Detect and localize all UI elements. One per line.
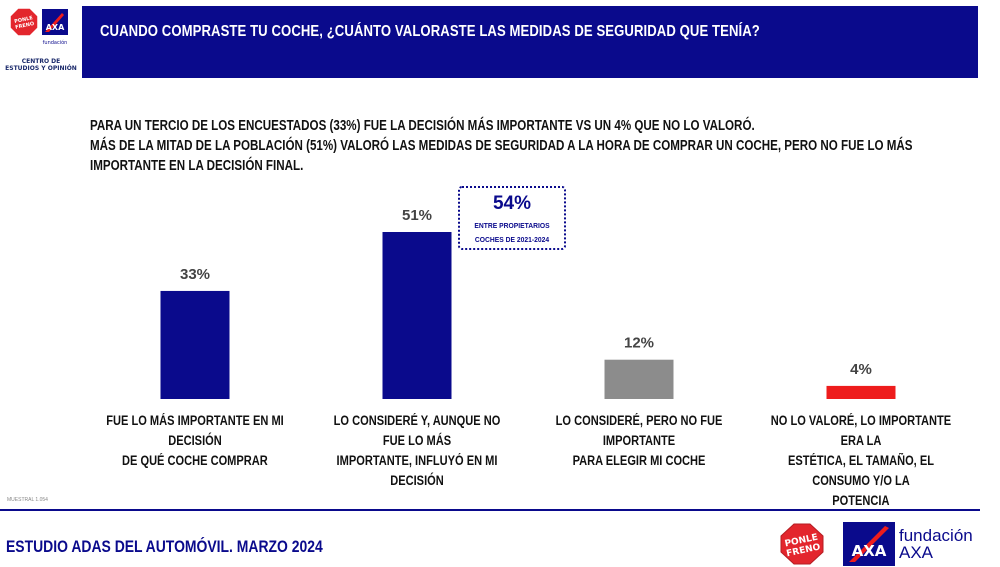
bar-1: [160, 290, 230, 399]
axa-text: AXA: [852, 542, 887, 560]
logo-axa-text: AXA: [46, 23, 65, 32]
logo-freno-text: FRENO: [15, 21, 35, 31]
category-label-1: FUE LO MÁS IMPORTANTE EN MI DECISIÓN DE Q…: [106, 413, 284, 468]
ponle-freno-octagon-icon: [9, 7, 39, 37]
callout-note: ENTRE PROPIETARIOS COCHES DE 2021-2024: [474, 221, 550, 244]
axa-red-stripe-icon: [849, 526, 889, 562]
category-label-3: LO CONSIDERÉ, PERO NO FUE IMPORTANTE PARA…: [555, 413, 723, 468]
sample-note: MUESTRAL 1.054: [7, 497, 48, 503]
owners-callout: 54% ENTRE PROPIETARIOS COCHES DE 2021-20…: [458, 186, 566, 250]
data-label-3: 12%: [624, 335, 654, 352]
logo-caption: CENTRO DE ESTUDIOS Y OPINIÓN: [5, 58, 77, 72]
axa-logo: AXA: [843, 522, 895, 566]
header-band: CUANDO COMPRASTE TU COCHE, ¿CUÁNTO VALOR…: [82, 6, 978, 78]
summary-line-2: MÁS DE LA MITAD DE LA POBLACIÓN (51%) VA…: [90, 138, 913, 174]
fundacion-line-1: fundación: [899, 526, 973, 545]
data-label-4: 4%: [850, 361, 872, 378]
logo-fundacion-text: fundación: [43, 39, 68, 46]
bar-chart: 33% 51% 12% 4%: [160, 207, 896, 399]
fundacion-line-2: AXA: [899, 543, 934, 562]
ponle-freno-octagon-icon: [780, 523, 824, 565]
axa-red-stripe-icon: [45, 13, 64, 32]
category-label-4: NO LO VALORÉ, LO IMPORTANTE ERA LA ESTÉTI…: [770, 413, 952, 508]
summary-line-1: PARA UN TERCIO DE LOS ENCUESTADOS (33%) …: [90, 118, 755, 134]
ponle-freno-logo: PONLE FRENO: [780, 523, 824, 565]
category-label-2: LO CONSIDERÉ Y, AUNQUE NO FUE LO MÁS IMPO…: [333, 413, 501, 488]
footer-divider: [0, 509, 980, 511]
logo-ponle-text: PONLE: [14, 15, 34, 25]
summary-text: PARA UN TERCIO DE LOS ENCUESTADOS (33%) …: [90, 116, 954, 176]
bar-3: [604, 359, 674, 399]
data-label-1: 33%: [180, 266, 210, 283]
page-title: CUANDO COMPRASTE TU COCHE, ¿CUÁNTO VALOR…: [100, 23, 760, 40]
study-title: ESTUDIO ADAS DEL AUTOMÓVIL. MARZO 2024: [6, 537, 323, 556]
callout-value: 54%: [492, 193, 532, 214]
bar-2: [382, 232, 452, 399]
centro-estudios-logo: PONLE FRENO AXA fundación CENTRO DE ESTU…: [4, 4, 78, 88]
fundacion-axa-text: fundación AXA: [899, 527, 973, 561]
logo-marks: PONLE FRENO AXA fundación: [9, 7, 68, 46]
bar-4: [826, 385, 896, 399]
data-label-2: 51%: [402, 207, 432, 224]
